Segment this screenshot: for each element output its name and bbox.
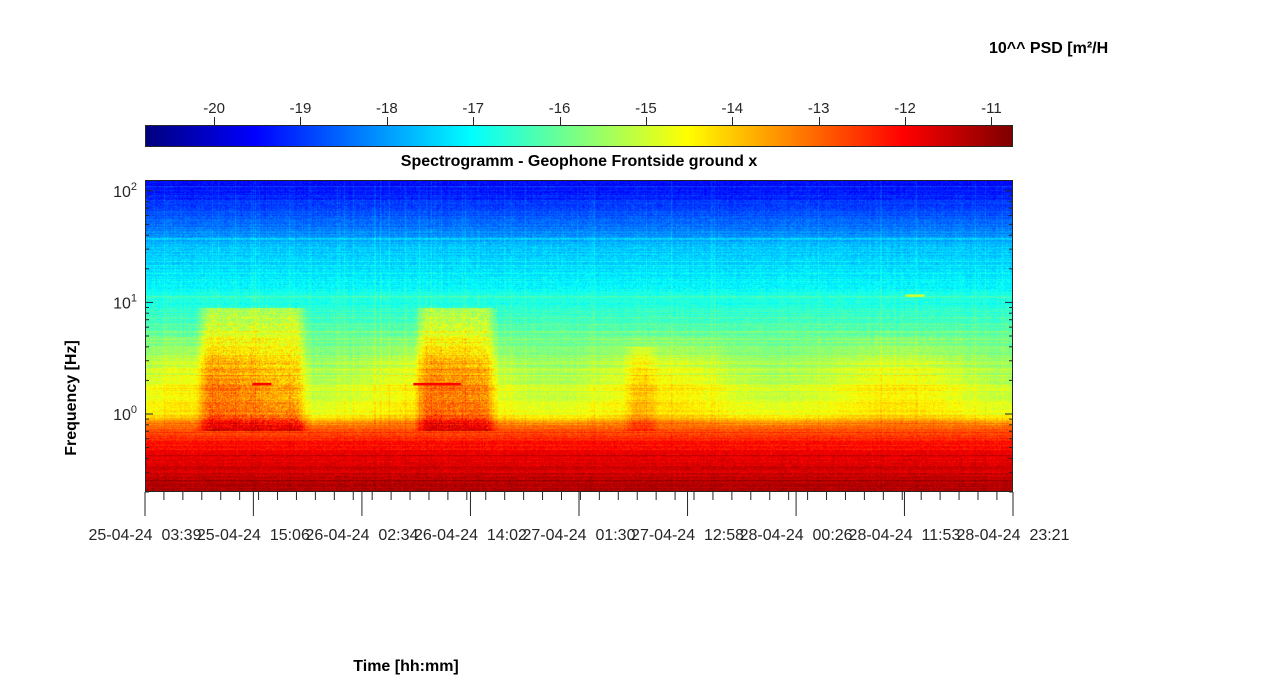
y-axis-label: Frequency [Hz] bbox=[63, 340, 80, 456]
x-axis-label: Time [hh:mm] bbox=[353, 658, 459, 675]
x-tick-label: 25-04-24 03:39 bbox=[89, 527, 202, 544]
spectrogram-heatmap bbox=[145, 180, 1013, 492]
y-tick-label: 101 bbox=[113, 292, 137, 312]
colorbar-tick-mark bbox=[905, 117, 907, 125]
colorbar-tick-label: -17 bbox=[462, 100, 485, 117]
x-tick-label: 28-04-24 00:26 bbox=[740, 527, 853, 544]
colorbar-tick-mark bbox=[300, 117, 302, 125]
y-tick-label-base: 10 bbox=[113, 407, 131, 424]
colorbar-tick-mark bbox=[214, 117, 216, 125]
x-tick-label: 27-04-24 01:30 bbox=[523, 527, 636, 544]
x-tick-label: 27-04-24 12:58 bbox=[631, 527, 744, 544]
colorbar-tick-mark bbox=[559, 117, 561, 125]
colorbar-tick-label: -11 bbox=[981, 100, 1002, 117]
y-tick-label-base: 10 bbox=[113, 295, 131, 312]
y-tick-label-exponent: 0 bbox=[131, 404, 137, 416]
colorbar-tick-mark bbox=[732, 117, 734, 125]
colorbar-tick-mark bbox=[386, 117, 388, 125]
y-tick-label-exponent: 2 bbox=[131, 181, 137, 193]
colorbar bbox=[145, 125, 1013, 147]
y-tick-label-base: 10 bbox=[113, 184, 131, 201]
colorbar-tick-mark bbox=[645, 117, 647, 125]
colorbar-tick-label: -19 bbox=[289, 100, 312, 117]
colorbar-ticks: -20 -19 -18 -17 -16 -15 -14 -13 -12 -11 bbox=[145, 100, 1013, 125]
y-tick-label: 100 bbox=[113, 404, 137, 424]
x-tick-label: 26-04-24 02:34 bbox=[305, 527, 418, 544]
colorbar-title: 10^^ PSD [m²/H bbox=[989, 40, 1109, 57]
colorbar-tick-label: -15 bbox=[635, 100, 657, 117]
x-tick-label: 26-04-24 14:02 bbox=[414, 527, 527, 544]
colorbar-tick-label: -14 bbox=[721, 100, 744, 117]
chart-title: Spectrogramm - Geophone Frontside ground… bbox=[400, 153, 758, 170]
colorbar-tick-label: -12 bbox=[894, 100, 916, 117]
colorbar-tick-label: -20 bbox=[203, 100, 225, 117]
colorbar-tick-label: -18 bbox=[375, 100, 398, 117]
colorbar-tick-mark bbox=[818, 117, 820, 125]
y-tick-label-exponent: 1 bbox=[131, 292, 137, 304]
y-tick-label: 102 bbox=[113, 181, 137, 201]
colorbar-tick-mark bbox=[991, 117, 993, 125]
colorbar-tick-label: -16 bbox=[548, 100, 571, 117]
x-tick-label: 25-04-24 15:06 bbox=[197, 527, 310, 544]
colorbar-tick-mark bbox=[473, 117, 475, 125]
x-tick-label: 28-04-24 23:21 bbox=[957, 527, 1070, 544]
x-tick-label: 28-04-24 11:53 bbox=[849, 527, 961, 544]
colorbar-tick-label: -13 bbox=[807, 100, 830, 117]
plot-area bbox=[145, 180, 1013, 492]
